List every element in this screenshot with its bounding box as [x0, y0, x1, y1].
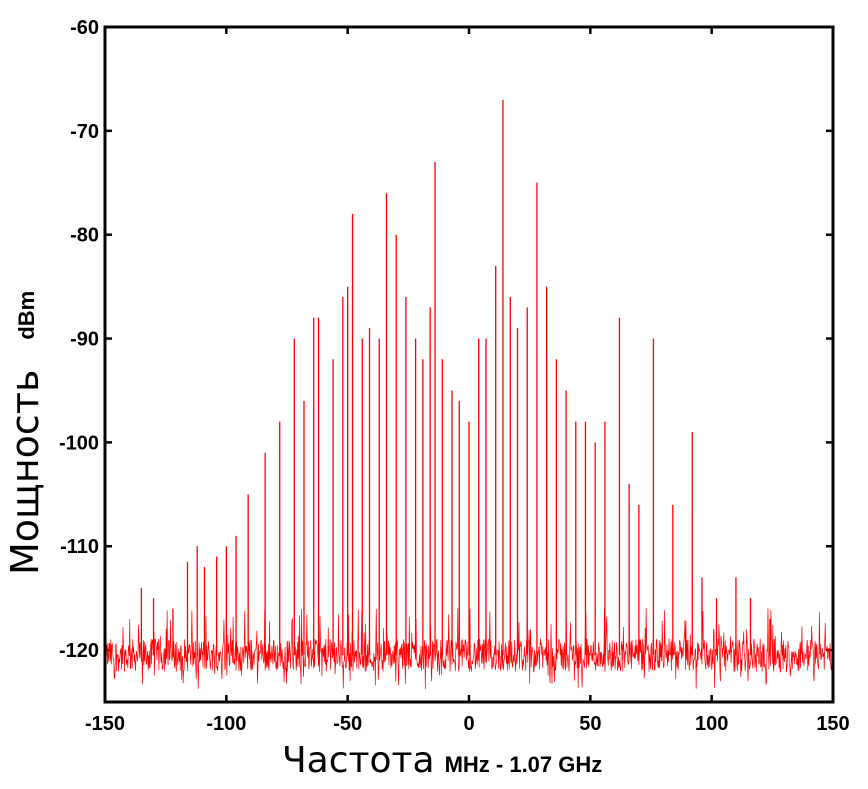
y-tick-label: -110 — [60, 536, 99, 558]
x-axis-label: Частота MHz - 1.07 GHz — [282, 740, 602, 781]
x-tick-label: 50 — [579, 713, 601, 735]
x-tick-label: -100 — [206, 713, 246, 735]
y-axis-label: Мощность dBm — [3, 291, 47, 575]
y-tick-label: -90 — [70, 329, 99, 351]
x-tick-label: -50 — [333, 713, 362, 735]
x-axis-ticks: -150 -100 -50 0 50 100 150 — [85, 27, 850, 735]
y-tick-label: -60 — [70, 17, 99, 39]
series-group — [104, 99, 834, 690]
y-tick-label: -100 — [59, 432, 99, 454]
x-axis-title: Частота — [282, 740, 435, 781]
y-tick-label: -80 — [70, 225, 99, 247]
y-axis-ticks: -60 -70 -80 -90 -100 -110 -120 — [59, 17, 833, 662]
x-tick-label: 0 — [463, 713, 474, 735]
y-axis-title: Мощность — [3, 370, 47, 575]
x-tick-label: -150 — [85, 713, 125, 735]
y-tick-label: -70 — [70, 121, 99, 143]
plot-frame — [103, 25, 835, 704]
y-axis-unit: dBm — [14, 291, 39, 340]
x-tick-label: 150 — [816, 713, 849, 735]
y-tick-label: -120 — [59, 640, 99, 662]
svg-text:Мощность dBm: Мощность dBm — [3, 291, 47, 575]
x-tick-label: 100 — [695, 713, 728, 735]
x-axis-unit: MHz - 1.07 GHz — [445, 752, 603, 777]
